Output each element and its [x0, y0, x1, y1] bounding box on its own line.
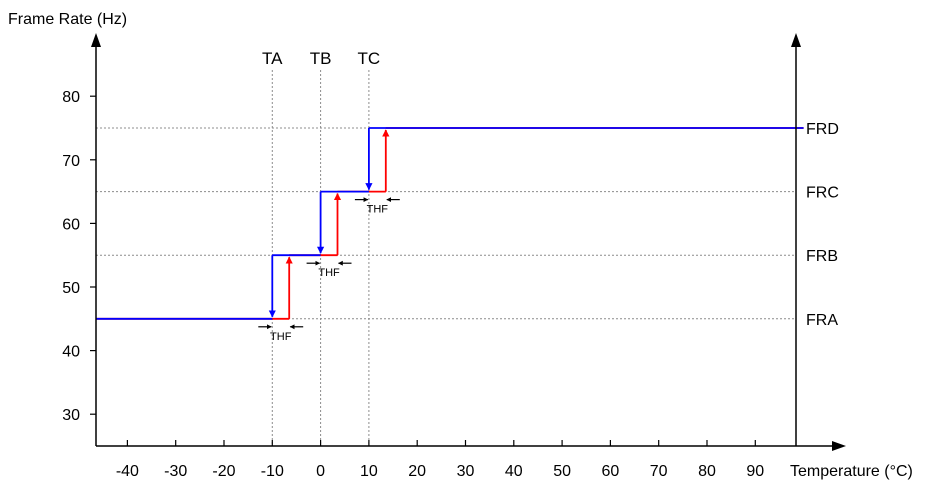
y-tick-label: 40 — [62, 344, 80, 361]
reference-lines — [96, 70, 796, 446]
x-tick-label: 60 — [601, 463, 619, 480]
x-tick-label: 30 — [457, 463, 475, 480]
y-tick-label: 80 — [62, 89, 80, 106]
x-tick-label: -30 — [164, 463, 187, 480]
x-tick-label: 70 — [650, 463, 668, 480]
annotations: THF THF THF — [258, 197, 400, 343]
x-tick-label: 10 — [360, 463, 378, 480]
marker-label-tb: TB — [310, 49, 332, 68]
x-tick-label: -10 — [261, 463, 284, 480]
thf-label: THF — [270, 331, 292, 343]
level-label-frc: FRC — [806, 185, 839, 202]
y-tick-label: 60 — [62, 216, 80, 233]
ticks: 30 40 50 60 70 80 -40 -30 -20 -10 0 10 20 30 40 50 60 70 8… — [62, 89, 764, 480]
axes — [91, 33, 846, 451]
x-tick-label: 90 — [746, 463, 764, 480]
y-axis-title: Frame Rate (Hz) — [8, 11, 127, 28]
x-tick-label: 50 — [553, 463, 571, 480]
series-lines — [96, 127, 804, 320]
y-tick-label: 70 — [62, 153, 80, 170]
labels: Frame Rate (Hz) Temperature (°C) FRA FRB F… — [8, 11, 913, 480]
x-axis-arrow — [832, 441, 846, 451]
y-axis-arrow — [91, 33, 101, 47]
level-label-frd: FRD — [806, 121, 839, 138]
level-label-frb: FRB — [806, 248, 838, 265]
x-tick-label: 80 — [698, 463, 716, 480]
thf-label: THF — [367, 204, 389, 216]
x-tick-label: -20 — [212, 463, 235, 480]
y-tick-label: 50 — [62, 280, 80, 297]
right-axis-arrow — [791, 33, 801, 47]
marker-label-tc: TC — [358, 49, 381, 68]
y-tick-label: 30 — [62, 407, 80, 424]
level-label-fra: FRA — [806, 312, 838, 329]
thf-label: THF — [318, 267, 340, 279]
x-tick-label: 40 — [505, 463, 523, 480]
x-axis-title: Temperature (°C) — [790, 463, 913, 480]
x-tick-label: 20 — [408, 463, 426, 480]
x-tick-label: 0 — [316, 463, 325, 480]
x-tick-label: -40 — [116, 463, 139, 480]
marker-label-ta: TA — [262, 49, 283, 68]
